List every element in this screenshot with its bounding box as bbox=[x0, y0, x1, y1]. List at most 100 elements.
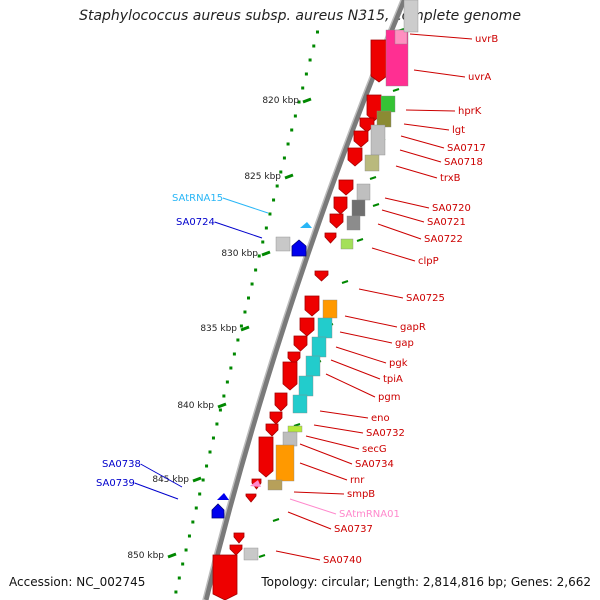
kbp-tick-label: 820 kbp bbox=[262, 96, 299, 106]
gene-category-block bbox=[305, 355, 321, 377]
track-tick bbox=[392, 88, 400, 92]
gene-category-block bbox=[292, 394, 308, 414]
track-tick bbox=[293, 423, 301, 427]
forward-gene-arrow bbox=[324, 232, 337, 244]
forward-gene-arrow bbox=[265, 423, 279, 437]
gene-label-gap: gap bbox=[395, 338, 414, 349]
scale-dot bbox=[275, 184, 279, 188]
scale-dot bbox=[184, 548, 188, 552]
kbp-tick-mark bbox=[302, 97, 312, 104]
scale-dot bbox=[290, 128, 294, 132]
track-tick bbox=[372, 203, 380, 207]
callout-line bbox=[319, 410, 369, 419]
gene-label-pgk: pgk bbox=[389, 358, 408, 369]
forward-gene-arrow bbox=[333, 196, 348, 215]
gene-label-hprK: hprK bbox=[458, 106, 482, 117]
callout-line bbox=[377, 223, 422, 240]
gene-label-lgt: lgt bbox=[452, 125, 465, 136]
gene-label-SA0734: SA0734 bbox=[355, 459, 394, 470]
callout-line bbox=[403, 123, 450, 131]
scale-dot bbox=[279, 170, 283, 174]
track-tick bbox=[369, 176, 377, 180]
scale-dot bbox=[301, 86, 305, 90]
chromosome-backbone bbox=[203, 0, 407, 600]
forward-gene-arrow bbox=[287, 351, 301, 365]
kbp-tick-label: 845 kbp bbox=[152, 475, 189, 485]
gene-label-SA0737: SA0737 bbox=[334, 524, 373, 535]
scale-dot bbox=[218, 408, 222, 412]
callout-line bbox=[384, 197, 430, 209]
gene-category-block bbox=[298, 375, 314, 397]
callout-line bbox=[299, 462, 348, 481]
gene-category-block bbox=[356, 183, 371, 201]
forward-gene-arrow bbox=[233, 532, 245, 544]
gene-SA0739 bbox=[211, 503, 225, 519]
gene-category-block bbox=[351, 199, 366, 217]
gene-category-block bbox=[311, 336, 327, 358]
gene-label-pgm: pgm bbox=[378, 392, 400, 403]
gene-category-block bbox=[287, 425, 303, 433]
gene-label-SA0718: SA0718 bbox=[444, 157, 483, 168]
scale-dot bbox=[225, 380, 229, 384]
callout-line bbox=[313, 424, 364, 434]
scale-dot bbox=[215, 422, 219, 426]
gene-label-eno: eno bbox=[371, 413, 390, 424]
callout-line bbox=[335, 346, 387, 364]
gene-category-block bbox=[340, 238, 354, 250]
scale-dot bbox=[247, 296, 251, 300]
chromosome-backbone-highlight bbox=[202, 0, 402, 600]
gene-label-SAtmRNA01: SAtmRNA01 bbox=[339, 509, 400, 520]
kbp-tick-mark bbox=[217, 402, 227, 409]
gene-category-block bbox=[275, 444, 295, 482]
kbp-tick-mark bbox=[261, 250, 271, 257]
scale-dot bbox=[208, 450, 212, 454]
forward-gene-arrow bbox=[212, 554, 238, 600]
callout-line bbox=[344, 315, 398, 328]
kbp-tick-label: 830 kbp bbox=[221, 249, 258, 259]
gene-category-block bbox=[364, 154, 380, 172]
scale-dot bbox=[286, 142, 290, 146]
gene-category-block bbox=[403, 0, 419, 33]
accession-text: Accession: NC_002745 bbox=[9, 575, 146, 589]
kbp-tick-label: 840 kbp bbox=[177, 401, 214, 411]
gene-label-uvrA: uvrA bbox=[468, 72, 491, 83]
gene-category-block bbox=[275, 236, 291, 252]
scale-dot bbox=[293, 114, 297, 118]
forward-gene-arrow bbox=[347, 147, 363, 167]
scale-dot bbox=[236, 338, 240, 342]
kbp-tick-mark bbox=[192, 476, 202, 483]
gene-category-block bbox=[394, 29, 408, 45]
track-tick bbox=[341, 280, 349, 284]
scale-dot bbox=[282, 156, 286, 160]
gene-label-SA0721: SA0721 bbox=[427, 217, 466, 228]
gene-category-block bbox=[380, 95, 396, 113]
scale-dot bbox=[268, 212, 272, 216]
forward-gene-arrow bbox=[258, 436, 274, 478]
callout-line bbox=[140, 463, 183, 488]
gene-label-SA0738: SA0738 bbox=[102, 459, 141, 470]
callout-line bbox=[330, 359, 381, 380]
scale-dot bbox=[254, 268, 258, 272]
callout-line bbox=[289, 498, 337, 515]
forward-gene-arrow bbox=[229, 544, 243, 556]
scale-dot bbox=[264, 226, 268, 230]
forward-gene-arrow bbox=[314, 270, 329, 282]
scale-dot bbox=[232, 352, 236, 356]
callout-line bbox=[400, 135, 445, 149]
forward-gene-arrow bbox=[293, 335, 308, 352]
scale-dot bbox=[205, 464, 209, 468]
scale-dot bbox=[261, 240, 265, 244]
kbp-tick-mark bbox=[167, 552, 177, 559]
gene-label-gapR: gapR bbox=[400, 322, 426, 333]
forward-gene-arrow bbox=[338, 179, 354, 196]
callout-line bbox=[287, 511, 332, 530]
scale-dot bbox=[177, 576, 181, 580]
gene-label-trxB: trxB bbox=[440, 173, 461, 184]
kbp-tick-label: 835 kbp bbox=[200, 324, 237, 334]
callout-line bbox=[395, 165, 438, 179]
gene-SAtmRNA01 bbox=[250, 480, 261, 487]
scale-dot bbox=[239, 324, 243, 328]
callout-line bbox=[371, 247, 416, 262]
kbp-tick-label: 850 kbp bbox=[127, 551, 164, 561]
